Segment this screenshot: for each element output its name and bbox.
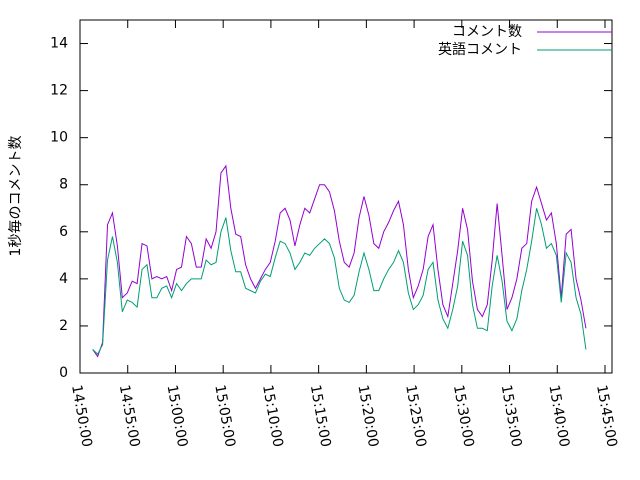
x-tick-label: 15:40:00 — [545, 384, 572, 449]
x-tick-label: 15:10:00 — [259, 384, 286, 449]
y-tick-label: 6 — [59, 224, 68, 240]
x-tick-label: 15:20:00 — [354, 384, 381, 449]
y-tick-label: 4 — [59, 271, 68, 287]
series-line — [92, 208, 587, 355]
y-tick-label: 0 — [59, 365, 68, 381]
y-axis-label: 1秒毎のコメント数 — [8, 136, 24, 257]
y-tick-label: 14 — [50, 36, 68, 52]
x-tick-label: 15:00:00 — [164, 384, 191, 449]
legend-label: 英語コメント — [438, 41, 522, 58]
x-tick-label: 14:55:00 — [116, 384, 143, 449]
x-tick-label: 15:05:00 — [211, 384, 238, 449]
plot-frame — [79, 19, 613, 374]
legend-label: コメント数 — [452, 24, 522, 40]
y-tick-label: 2 — [59, 318, 68, 334]
series-line — [92, 164, 587, 358]
x-tick-label: 15:45:00 — [593, 384, 620, 449]
x-tick-label: 15:15:00 — [307, 384, 334, 449]
x-tick-label: 15:25:00 — [402, 384, 429, 449]
y-tick-label: 12 — [50, 83, 68, 99]
x-tick-label: 14:50:00 — [68, 384, 95, 449]
y-tick-label: 10 — [50, 130, 68, 146]
x-tick-label: 15:35:00 — [498, 384, 525, 449]
y-tick-label: 8 — [59, 177, 68, 193]
x-tick-label: 15:30:00 — [450, 384, 477, 449]
